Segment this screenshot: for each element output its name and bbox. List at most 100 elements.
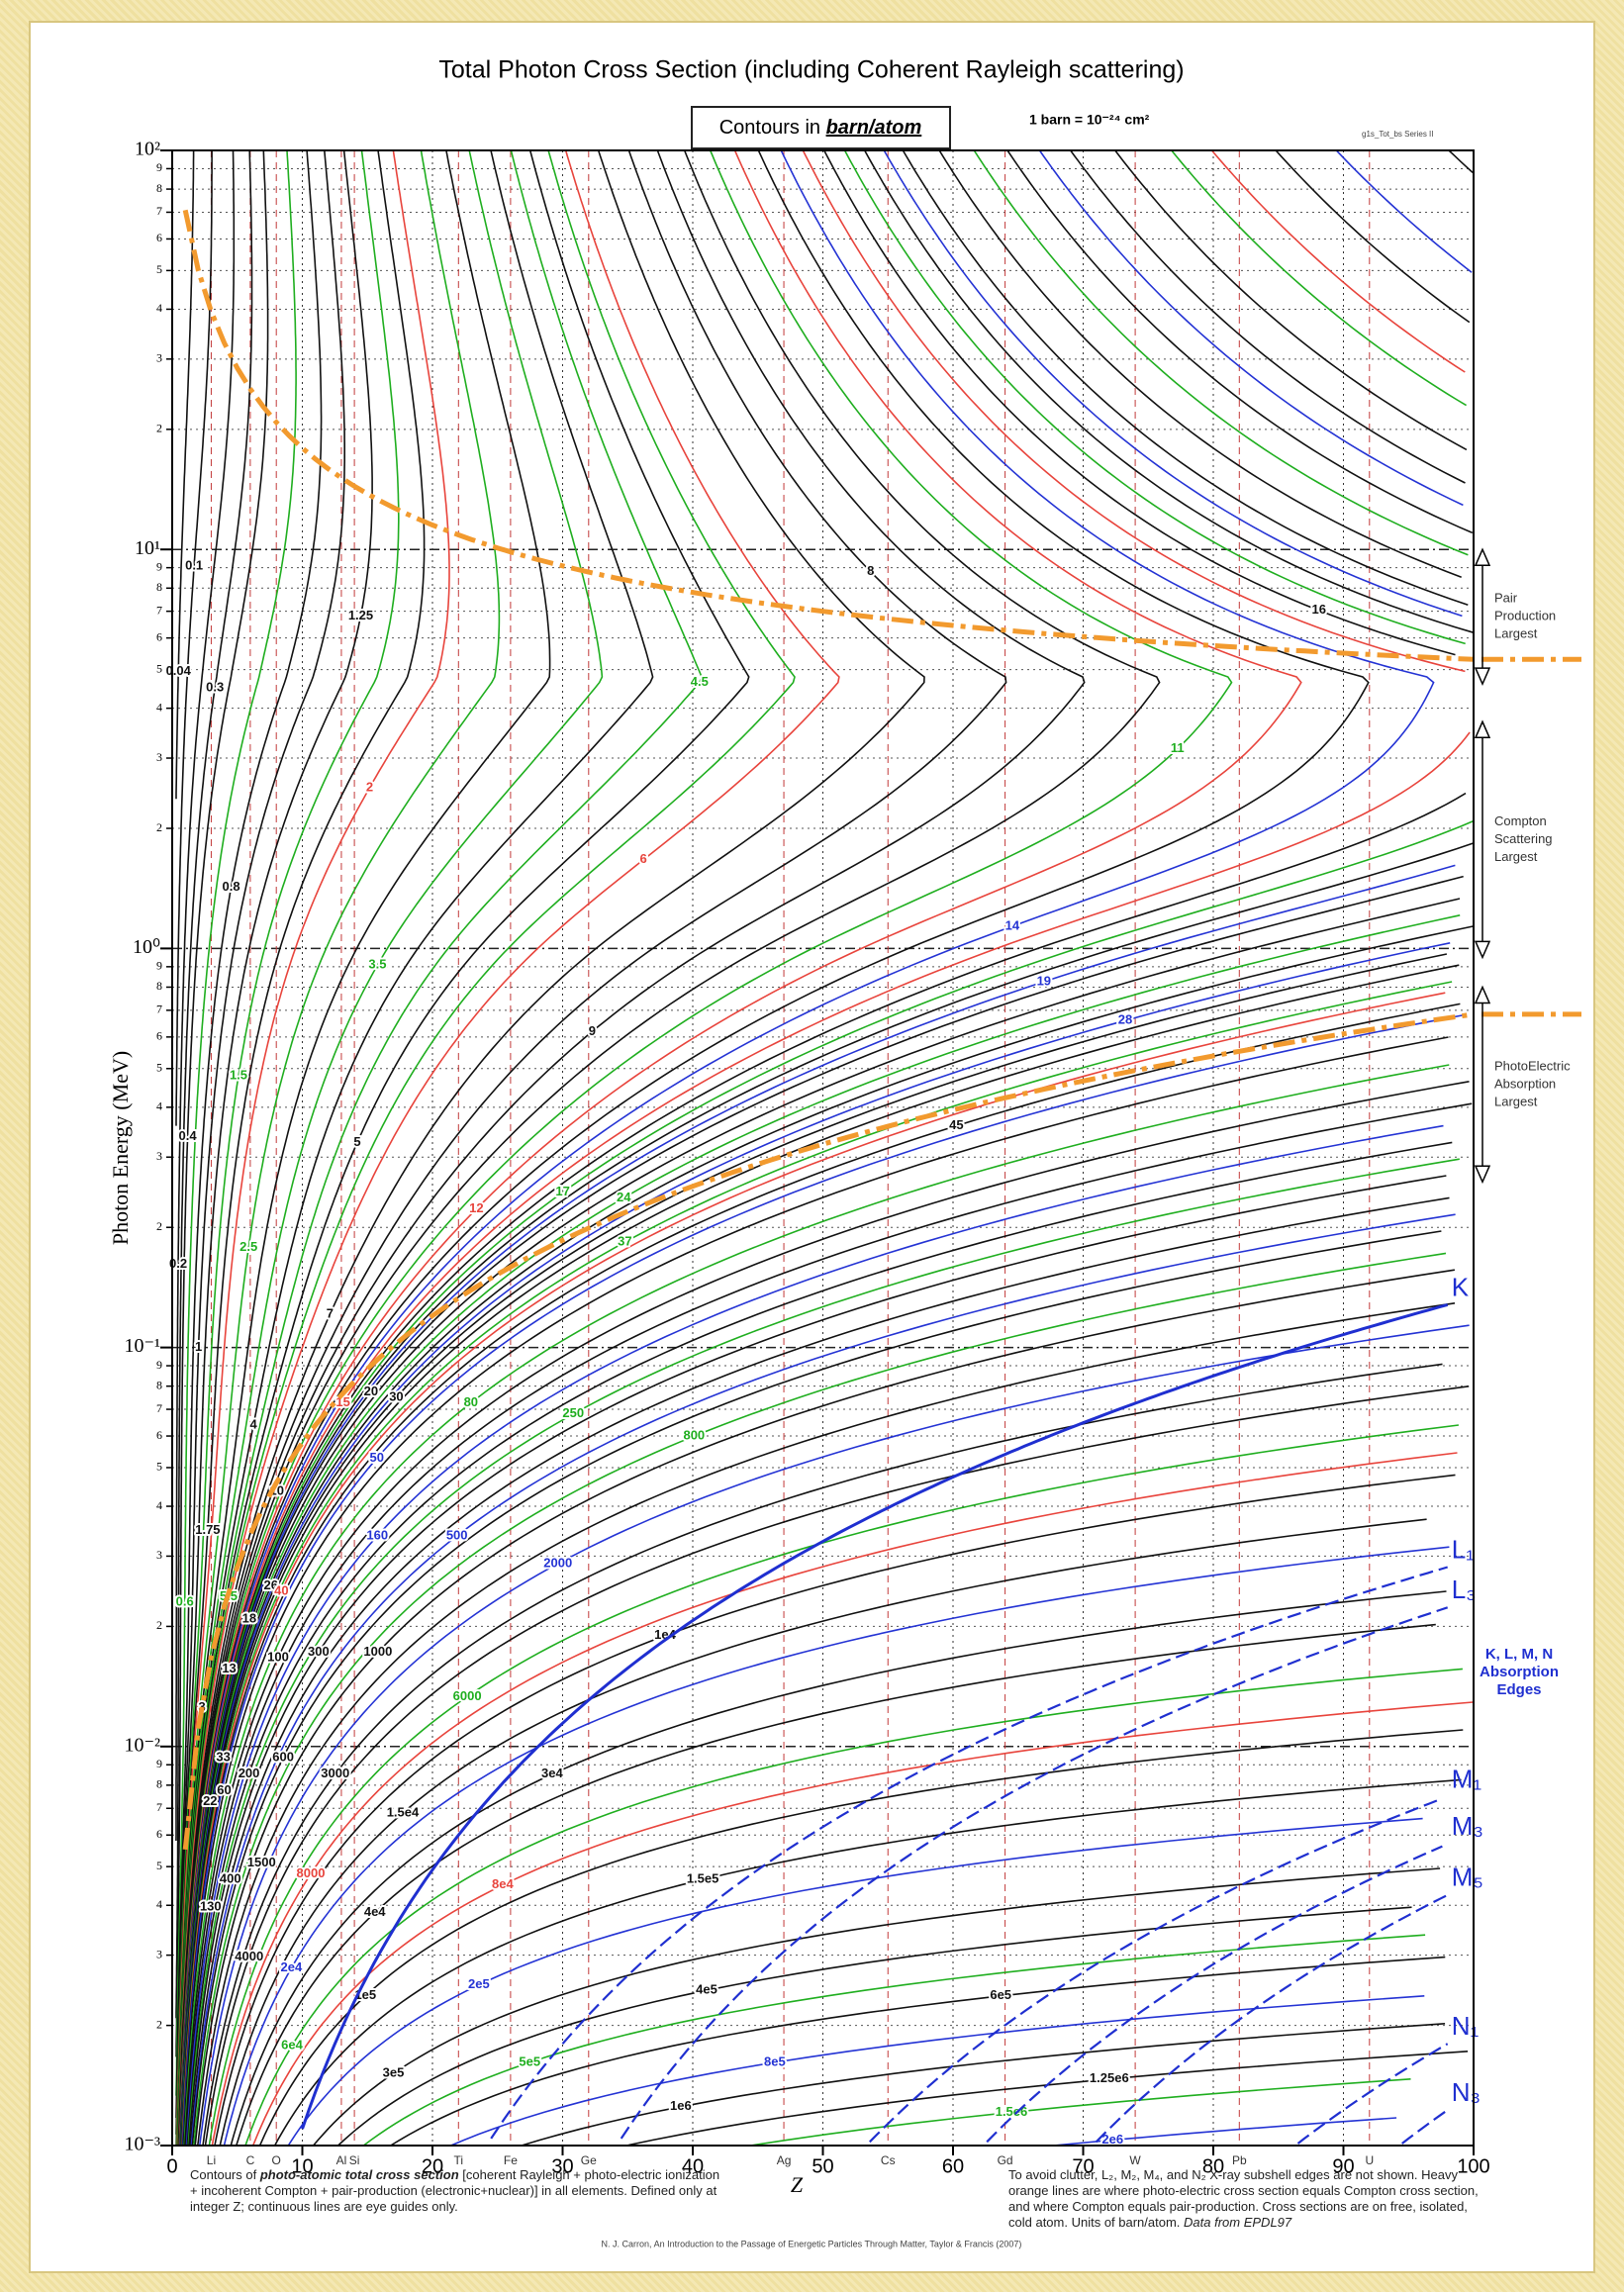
contour-label: 3000 xyxy=(321,1766,349,1780)
contour-label: 37 xyxy=(618,1234,631,1249)
contour-label: 250 xyxy=(562,1405,584,1420)
contour-label: 6 xyxy=(639,851,646,866)
contour-label: 45 xyxy=(949,1117,963,1132)
element-label: U xyxy=(1365,2153,1374,2167)
edge-label: M₅ xyxy=(1452,1862,1483,1892)
region-label: PhotoElectric xyxy=(1494,1058,1571,1073)
unit-caption: Contours in barn/atom xyxy=(719,117,922,139)
contour-label: 28 xyxy=(1118,1012,1132,1027)
element-label: Cs xyxy=(881,2153,896,2167)
contour-label: 1.5 xyxy=(230,1068,247,1083)
y-minor-tick-label: 2 xyxy=(156,820,162,834)
contour-label: 4000 xyxy=(235,1949,263,1963)
y-minor-tick-label: 3 xyxy=(156,1947,162,1960)
contour-label: 1.25 xyxy=(348,608,373,622)
contour-label: 8e4 xyxy=(492,1876,514,1891)
contour-label: 8000 xyxy=(297,1865,326,1880)
edge-label: M₃ xyxy=(1452,1811,1483,1841)
y-tick-label: 10² xyxy=(135,139,160,160)
contour-label: 18 xyxy=(242,1610,256,1625)
file-tag: g1s_Tot_bs Series II xyxy=(1362,130,1433,139)
contour-label: 9 xyxy=(589,1023,596,1038)
contour-label: 3e4 xyxy=(541,1766,563,1780)
note-right: To avoid clutter, L₂, M₂, M₄, and N₂ X-r… xyxy=(1008,2167,1493,2231)
y-minor-tick-label: 7 xyxy=(156,1800,162,1814)
unit-note: 1 barn = 10⁻²⁴ cm² xyxy=(1029,112,1150,128)
y-axis-label: Photon Energy (MeV) xyxy=(108,1051,133,1245)
page: Total Photon Cross Section (including Co… xyxy=(0,0,1624,2292)
contour-label: 1000 xyxy=(363,1644,392,1659)
y-minor-tick-label: 5 xyxy=(156,262,162,276)
y-minor-tick-label: 8 xyxy=(156,1378,162,1391)
y-minor-tick-label: 6 xyxy=(156,1029,162,1043)
contour-label: 800 xyxy=(683,1428,705,1443)
y-minor-tick-label: 9 xyxy=(156,559,162,573)
region-label: Largest xyxy=(1494,626,1538,641)
contour-label: 5e5 xyxy=(519,2053,540,2068)
contour-label: 6e5 xyxy=(990,1987,1011,2002)
contour-label: 1 xyxy=(195,1339,202,1354)
y-minor-tick-label: 9 xyxy=(156,959,162,973)
contour-label: 50 xyxy=(370,1450,384,1465)
region-label: Production xyxy=(1494,609,1556,623)
element-label: W xyxy=(1129,2153,1141,2167)
contour-label: 500 xyxy=(446,1527,468,1542)
note-left: Contours of photo-atomic total cross sec… xyxy=(190,2167,724,2215)
contour-label: 1e6 xyxy=(670,2098,692,2113)
contour-label: 3.5 xyxy=(368,957,386,972)
y-minor-tick-label: 4 xyxy=(156,1897,162,1911)
y-minor-tick-label: 5 xyxy=(156,1460,162,1474)
contour-label: 200 xyxy=(239,1766,260,1780)
contour-label: 6000 xyxy=(453,1688,482,1703)
note-emphasis: Data from EPDL97 xyxy=(1184,2215,1291,2230)
contour-label: 22 xyxy=(203,1793,217,1808)
contour-label: 4e4 xyxy=(364,1904,386,1919)
contour-label: 0.6 xyxy=(176,1594,194,1609)
y-minor-tick-label: 9 xyxy=(156,1757,162,1770)
y-minor-tick-label: 2 xyxy=(156,422,162,435)
contour-label: 0.8 xyxy=(222,879,239,894)
contour-label: 33 xyxy=(216,1749,230,1764)
contour-label: 1.5e4 xyxy=(387,1804,420,1819)
y-minor-tick-label: 3 xyxy=(156,750,162,764)
y-minor-tick-label: 3 xyxy=(156,351,162,365)
region-label: Pair xyxy=(1494,591,1518,606)
y-minor-tick-label: 6 xyxy=(156,231,162,244)
y-minor-tick-label: 7 xyxy=(156,1003,162,1016)
contour-label: 30 xyxy=(389,1388,403,1403)
element-label: Ti xyxy=(454,2153,464,2167)
y-minor-tick-label: 7 xyxy=(156,603,162,617)
y-minor-tick-label: 8 xyxy=(156,979,162,993)
credit: N. J. Carron, An Introduction to the Pas… xyxy=(602,2239,1022,2248)
chart: Total Photon Cross Section (including Co… xyxy=(0,0,1624,2292)
y-minor-tick-label: 3 xyxy=(156,1548,162,1562)
element-label: Li xyxy=(207,2153,216,2167)
x-tick-label: 0 xyxy=(166,2155,177,2177)
contour-label: 80 xyxy=(464,1394,478,1409)
contour-label: 24 xyxy=(617,1190,631,1204)
y-minor-tick-label: 6 xyxy=(156,1428,162,1442)
contour-label: 7 xyxy=(327,1305,334,1320)
contour-label: 1.25e6 xyxy=(1090,2070,1129,2085)
y-minor-tick-label: 4 xyxy=(156,700,162,714)
y-minor-tick-label: 5 xyxy=(156,1859,162,1872)
contour-label: 0.3 xyxy=(206,680,224,695)
y-minor-tick-label: 5 xyxy=(156,661,162,675)
contour-label: 0.1 xyxy=(185,557,203,572)
edges-note: Edges xyxy=(1496,1681,1541,1698)
contour-label: 5 xyxy=(353,1134,360,1149)
y-tick-label: 10⁻³ xyxy=(124,2134,160,2155)
contour-label: 1500 xyxy=(247,1855,276,1869)
element-label: Fe xyxy=(504,2153,518,2167)
y-minor-tick-label: 7 xyxy=(156,204,162,218)
region-label: Compton xyxy=(1494,813,1547,828)
y-minor-tick-label: 7 xyxy=(156,1401,162,1415)
contour-label: 600 xyxy=(272,1749,294,1764)
contour-label: 40 xyxy=(274,1582,288,1597)
contour-label: 2000 xyxy=(543,1555,572,1570)
region-label: Largest xyxy=(1494,1094,1538,1108)
region-label: Scattering xyxy=(1494,831,1553,846)
contour-label: 0.04 xyxy=(166,663,192,678)
contour-label: 8 xyxy=(867,563,874,578)
note-emphasis: photo-atomic total cross section xyxy=(260,2167,459,2182)
